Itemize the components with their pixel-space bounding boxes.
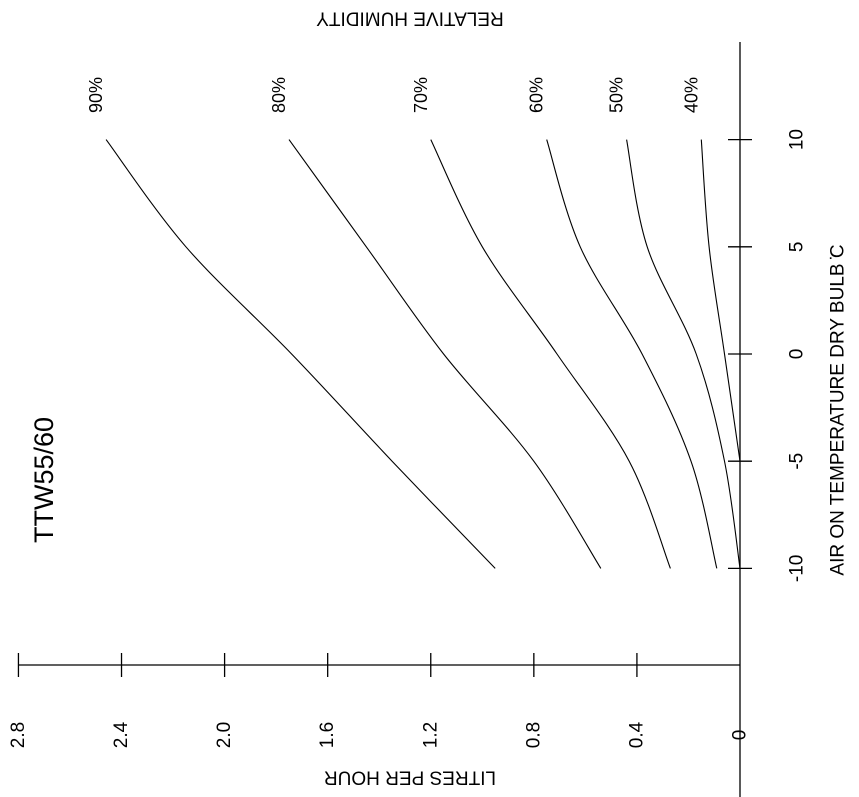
series-line-80pct bbox=[288, 139, 602, 569]
y-tick-label: 2.8 bbox=[8, 722, 29, 748]
x-tick-label: 10 bbox=[787, 129, 808, 150]
axes: -10 -5 0 5 10 0 0.4 0.8 1.2 1.6 2.0 2.4 2.8 bbox=[8, 42, 808, 797]
x-tick-label: 0 bbox=[787, 349, 808, 360]
series-line-60pct bbox=[546, 139, 718, 569]
y-tick-label: 1.2 bbox=[420, 722, 441, 748]
series-line-40pct bbox=[700, 139, 741, 462]
x-axis-title: AIR ON TEMPERATURE DRY BULB ̇C bbox=[828, 244, 849, 575]
y-tick-label: 1.6 bbox=[317, 722, 338, 748]
y-tick-label: 0.8 bbox=[523, 722, 544, 748]
x-tick-label: 5 bbox=[787, 242, 808, 253]
y-axis-title: LITRES PER HOUR bbox=[324, 767, 496, 788]
chart-labels: TTW55/60 AIR ON TEMPERATURE DRY BULB ̇C … bbox=[29, 8, 849, 788]
series-line-90pct bbox=[105, 139, 496, 569]
series-label: 90% bbox=[86, 77, 106, 113]
x-tick-label: -5 bbox=[787, 453, 808, 470]
y-tick-label: 0.4 bbox=[626, 721, 647, 748]
x-tick-label: -10 bbox=[787, 555, 808, 582]
legend-title: RELATIVE HUMIDITY bbox=[316, 8, 504, 29]
humidity-curves: 90% 80% 70% 60% 50% 40% bbox=[86, 77, 741, 569]
series-label: 70% bbox=[411, 77, 431, 113]
chart-title: TTW55/60 bbox=[29, 417, 59, 543]
series-label: 40% bbox=[681, 77, 701, 113]
series-line-70pct bbox=[430, 139, 671, 569]
y-tick-label: 0 bbox=[730, 730, 751, 741]
y-tick-label: 2.4 bbox=[111, 721, 132, 748]
series-label: 80% bbox=[269, 77, 289, 113]
series-label: 60% bbox=[527, 77, 547, 113]
series-label: 50% bbox=[607, 77, 627, 113]
series-line-50pct bbox=[626, 139, 741, 569]
y-tick-label: 2.0 bbox=[214, 722, 235, 748]
